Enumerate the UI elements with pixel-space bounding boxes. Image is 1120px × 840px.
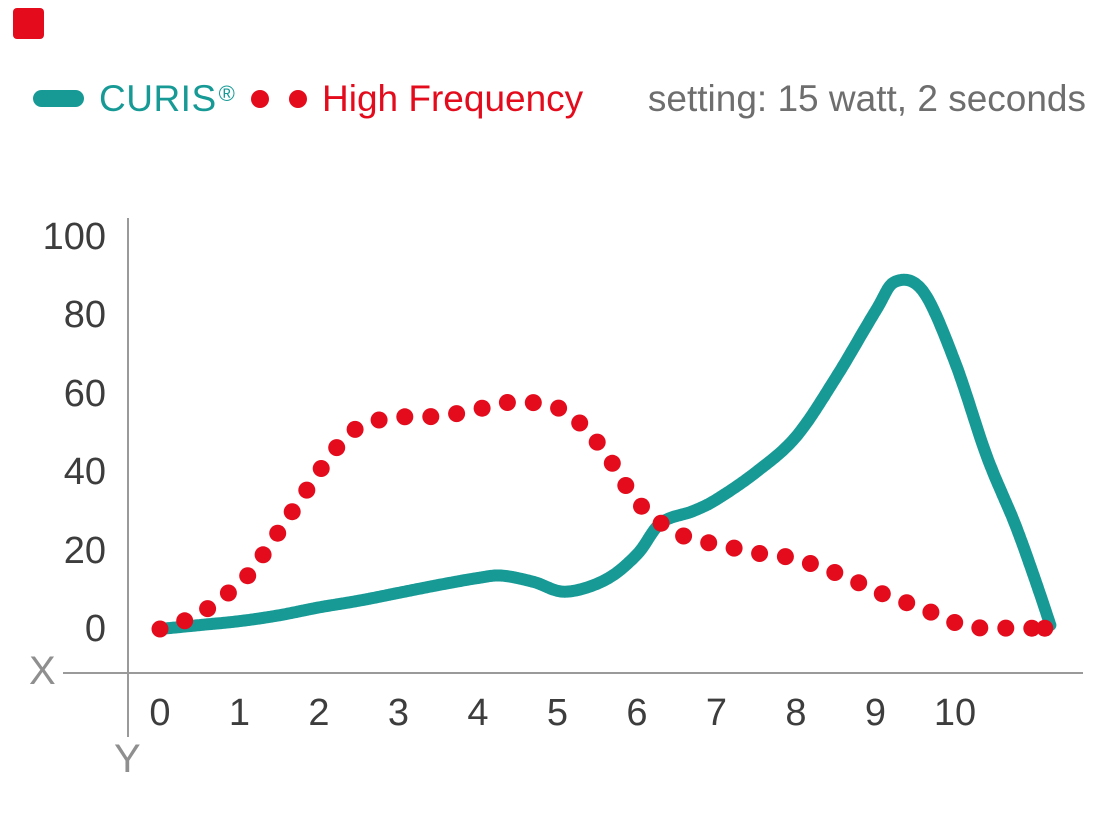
high-frequency-dot (946, 614, 964, 631)
high-frequency-dot (971, 619, 989, 637)
high-frequency-dot (254, 546, 272, 564)
high-frequency-dot (617, 477, 635, 494)
x-tick-label: 5 (546, 692, 569, 734)
x-tick-label: 7 (705, 692, 728, 734)
x-tick-label: 3 (387, 692, 410, 734)
y-tick-label: 0 (84, 608, 106, 650)
high-frequency-dot (700, 534, 718, 552)
high-frequency-dot (199, 600, 217, 618)
high-frequency-dot (524, 394, 542, 412)
high-frequency-dot (422, 408, 440, 426)
x-axis-line (63, 672, 1083, 674)
y-tick-label: 60 (63, 372, 106, 415)
high-frequency-dot (725, 539, 743, 557)
legend-label-high-frequency: High Frequency (322, 78, 584, 119)
high-frequency-dot (675, 527, 693, 545)
high-frequency-dot (269, 524, 287, 542)
high-frequency-dot (283, 503, 301, 521)
high-frequency-dot (498, 394, 516, 411)
legend-label-curis: CURIS® (99, 80, 235, 123)
x-tick-label: 9 (864, 692, 887, 734)
high-frequency-dot (776, 548, 794, 566)
registered-trademark-icon: ® (218, 81, 236, 106)
high-frequency-dot (603, 454, 621, 472)
high-frequency-dot (448, 405, 466, 423)
hf-dot-swatch (251, 90, 269, 108)
high-frequency-dot (1023, 619, 1041, 637)
high-frequency-dot (922, 603, 940, 621)
high-frequency-dot (312, 460, 330, 477)
high-frequency-dot (801, 555, 819, 572)
high-frequency-dot (997, 619, 1015, 637)
x-tick-label: 0 (149, 692, 171, 734)
x-tick-label: 10 (933, 692, 977, 734)
high-frequency-dot (151, 620, 169, 638)
x-tick-label: 4 (467, 692, 489, 734)
high-frequency-dot (633, 497, 650, 515)
x-tick-label: 1 (228, 692, 251, 734)
high-frequency-dot (850, 574, 868, 592)
y-axis-line (127, 218, 129, 737)
high-frequency-dot (571, 414, 589, 432)
setting-text: setting: 15 watt, 2 seconds (647, 78, 1086, 119)
high-frequency-dot (396, 408, 414, 426)
high-frequency-dot (1036, 619, 1054, 637)
curis-curve (154, 273, 1057, 635)
x-tick-label: 6 (626, 692, 648, 734)
x-axis-label: X (29, 649, 56, 693)
high-frequency-dot (239, 567, 257, 585)
high-frequency-dot (751, 545, 769, 562)
hf-dot-swatch (289, 90, 307, 108)
high-frequency-dot (898, 594, 916, 612)
y-tick-label: 80 (63, 294, 106, 336)
high-frequency-dot (652, 514, 670, 532)
high-frequency-dot (550, 399, 568, 417)
high-frequency-dot (219, 584, 237, 602)
x-tick-label: 2 (308, 692, 330, 734)
high-frequency-dot (328, 439, 346, 457)
high-frequency-dot (826, 564, 844, 581)
high-frequency-dot (346, 420, 364, 438)
curis-text: CURIS (99, 78, 217, 119)
high-frequency-dot (370, 411, 388, 429)
y-tick-label: 20 (63, 529, 106, 572)
x-tick-label: 8 (785, 692, 807, 734)
high-frequency-dot (298, 481, 316, 499)
curis-line-swatch (33, 90, 84, 107)
high-frequency-dot (473, 399, 491, 417)
y-tick-label: 40 (63, 451, 106, 493)
y-axis-label: Y (114, 737, 141, 781)
high-frequency-dot (176, 612, 194, 630)
brand-logo-red-square (13, 8, 44, 39)
high-frequency-dot (873, 585, 891, 603)
y-tick-label: 100 (42, 215, 106, 258)
high-frequency-dot (588, 433, 606, 451)
